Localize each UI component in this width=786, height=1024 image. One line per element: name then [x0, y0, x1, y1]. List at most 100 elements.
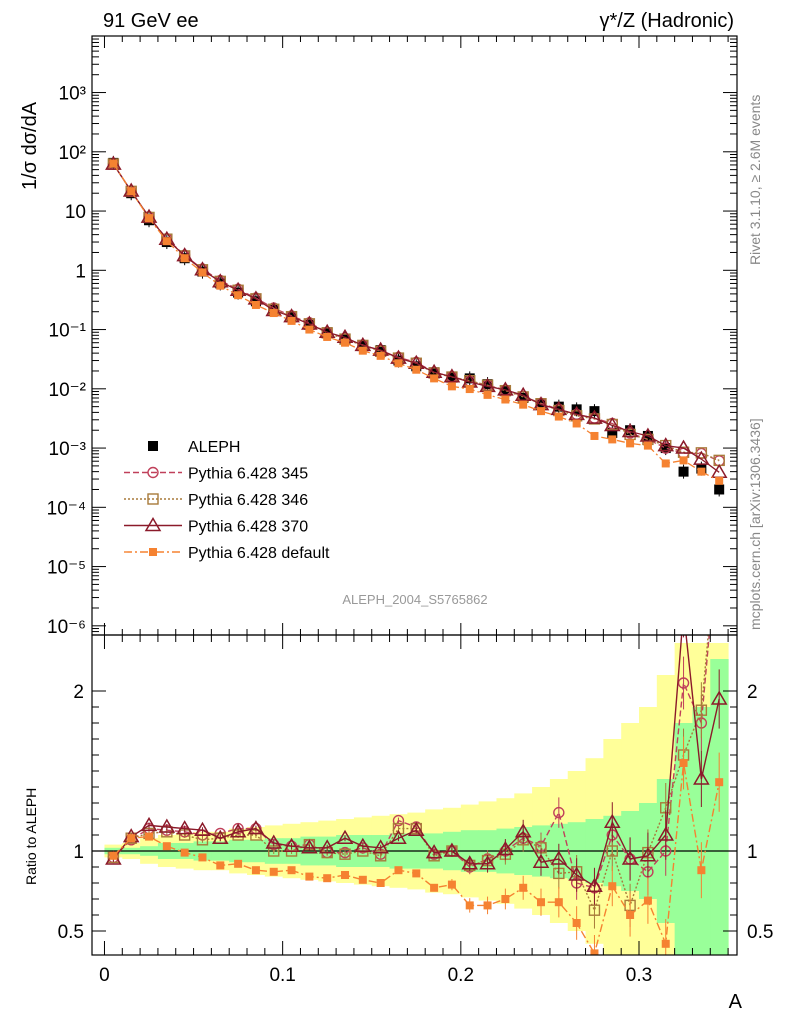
ratio-point-pdef [127, 834, 136, 843]
main-line-p346 [112, 163, 720, 461]
header-left: 91 GeV ee [103, 10, 199, 32]
main-point-pdef [465, 385, 474, 394]
legend-marker-pdef [149, 548, 157, 556]
ratio-point-p370 [603, 813, 621, 828]
ratio-ytick-label: 1 [73, 842, 84, 863]
ratio-point-p346 [606, 845, 618, 857]
ratio-point-pdef [251, 866, 260, 875]
main-point-pdef [590, 431, 599, 440]
ratio-point-p370 [158, 818, 176, 833]
ratio-point-pdef [715, 778, 724, 787]
ratio-point-p345 [714, 518, 724, 528]
ratio-point-p370 [497, 840, 514, 856]
main-ytick-label: 10 [65, 202, 86, 223]
ratio-point-pdef [483, 901, 492, 910]
ratio-point-p370 [532, 853, 550, 868]
ratio-point-p370 [194, 821, 211, 836]
main-point-pdef [251, 300, 260, 309]
ratio-point-pdef [394, 866, 403, 875]
ratio-point-pdef [519, 883, 528, 892]
main-point-pdef [626, 439, 635, 448]
main-point-pdef [145, 214, 154, 223]
ratio-point-p345 [677, 677, 690, 689]
ratio-point-p370 [461, 855, 479, 870]
ratio-point-p346 [392, 822, 405, 835]
main-ytick-label: 1 [75, 261, 86, 282]
ratio-point-p370 [283, 837, 300, 852]
legend-item-p345: Pythia 6.428 345 [124, 466, 308, 483]
mcplots-label: mcplots.cern.ch [arXiv:1306.3436] [747, 418, 763, 630]
ratio-point-p370 [425, 844, 443, 859]
ratio-point-pdef [626, 911, 635, 919]
analysis-watermark: ALEPH_2004_S5765862 [342, 592, 487, 607]
aleph-point [464, 373, 475, 384]
legend-item-pdef: Pythia 6.428 default [124, 545, 330, 562]
ratio-point-pdef [590, 949, 599, 955]
main-point-pdef [447, 382, 456, 391]
main-point-p370 [514, 386, 532, 401]
main-series-p345 [107, 158, 725, 467]
ratio-point-pdef [376, 879, 385, 887]
ratio-point-pdef [643, 896, 652, 905]
ratio-point-p370 [372, 839, 389, 854]
x-tick-label: 0 [99, 965, 110, 986]
ratio-point-p345 [553, 806, 565, 819]
aleph-point [304, 319, 315, 330]
main-point-p370 [621, 423, 639, 438]
main-ytick-label: 10⁻³ [49, 439, 87, 460]
main-point-pdef [430, 374, 439, 383]
ratio-point-p370 [568, 866, 585, 881]
main-point-pdef [109, 159, 118, 168]
main-point-pdef [216, 281, 225, 290]
ratio-point-p370 [550, 850, 568, 865]
ratio-point-pdef [287, 866, 296, 875]
x-tick-label: 0.3 [626, 965, 652, 986]
ratio-point-pdef [198, 853, 207, 862]
ratio-point-p370 [639, 847, 657, 862]
main-point-p370 [693, 450, 710, 465]
ratio-point-p370 [354, 837, 372, 852]
main-point-pdef [572, 419, 581, 428]
main-point-pdef [269, 309, 278, 318]
main-point-p370 [603, 417, 621, 432]
main-point-p370 [497, 381, 514, 396]
ratio-point-p370 [265, 834, 283, 849]
aleph-point [714, 484, 725, 495]
ratio-point-p370 [479, 855, 496, 870]
main-point-pdef [661, 459, 670, 468]
main-point-pdef [323, 332, 332, 341]
main-ytick-label: 10⁻⁶ [47, 617, 86, 638]
ratio-band-green [692, 707, 711, 955]
legend: ALEPH Pythia 6.428 345 Pythia 6.428 346 Pyt… [124, 439, 330, 562]
ratio-point-pdef [145, 832, 154, 841]
ratio-series-pdef [109, 736, 724, 955]
legend-item-aleph: ALEPH [148, 439, 240, 456]
x-tick-label: 0.2 [448, 965, 474, 986]
main-ytick-label: 10⁻⁵ [47, 558, 86, 579]
main-point-p370 [568, 405, 585, 421]
legend-item-p370: Pythia 6.428 370 [124, 517, 308, 536]
main-point-pdef [554, 412, 563, 421]
header-right: γ*/Z (Hadronic) [600, 10, 734, 32]
ratio-point-pdef [162, 842, 171, 851]
aleph-point [518, 392, 529, 403]
main-point-pdef [608, 435, 617, 444]
main-point-pdef [127, 187, 136, 196]
rivet-label: Rivet 3.1.10, ≥ 2.6M events [747, 95, 763, 265]
ratio-point-p370 [390, 829, 407, 844]
ratio-point-pdef [661, 939, 670, 948]
aleph-point [607, 427, 618, 438]
main-point-pdef [180, 254, 189, 263]
ratio-point-pdef [269, 867, 278, 876]
ratio-band-green [674, 723, 693, 955]
ratio-point-pdef [447, 880, 456, 889]
main-point-p370 [639, 427, 657, 442]
ratio-point-pdef [234, 859, 243, 868]
ratio-frame [91, 634, 738, 956]
ratio-ylabel: Ratio to ALEPH [23, 788, 39, 885]
ratio-point-p370 [301, 839, 318, 854]
ratio-point-p370 [247, 820, 265, 835]
main-point-p370 [657, 437, 675, 452]
aleph-point [678, 466, 689, 477]
